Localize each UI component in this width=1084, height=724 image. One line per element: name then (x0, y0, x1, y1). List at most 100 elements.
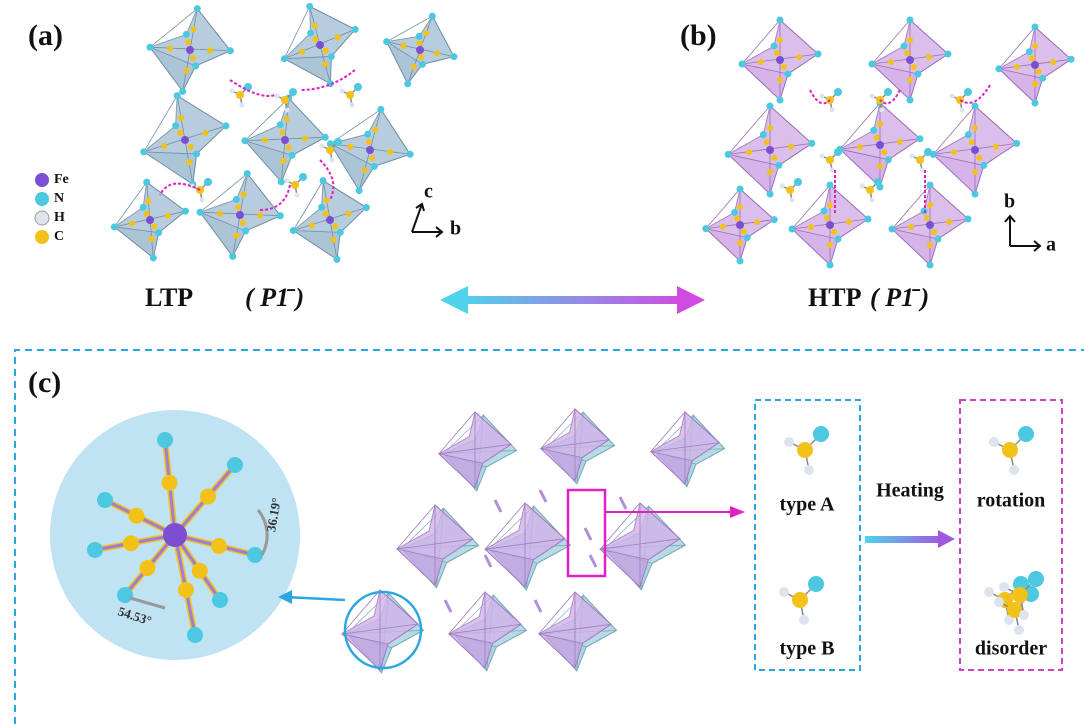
c-atom (183, 67, 190, 74)
c-atom (161, 142, 168, 149)
n-atom (971, 190, 979, 198)
angle-label: 36.19° (263, 497, 284, 534)
c-atom (416, 40, 423, 47)
htp-structure (702, 16, 1075, 269)
c-atom (827, 202, 833, 208)
n-atom (428, 12, 436, 20)
c-atom (758, 59, 764, 65)
molecule-stick (583, 527, 593, 541)
n-atom (140, 148, 148, 156)
fe-atom (971, 146, 979, 154)
n-atom (914, 70, 922, 78)
pointer-arrow (284, 595, 346, 602)
axis-label: c (424, 181, 433, 203)
c-atom (334, 34, 341, 41)
c-atom (311, 22, 318, 29)
c-atom (322, 47, 329, 54)
h-atom (239, 102, 245, 108)
h-atom (784, 437, 794, 447)
c-atom (308, 222, 315, 229)
n-atom (318, 203, 326, 211)
h-atom (274, 93, 280, 99)
c-atom (346, 91, 354, 99)
n-atom (326, 140, 334, 148)
c-atom (827, 242, 833, 248)
c-atom (826, 156, 834, 164)
octahedron (929, 102, 1021, 198)
c-atom (332, 223, 339, 230)
c-atom (737, 204, 743, 210)
c-atom (322, 61, 329, 68)
n-atom (354, 83, 362, 91)
n-atom (247, 547, 263, 563)
n-atom (964, 215, 972, 223)
c-atom (781, 64, 787, 70)
h-atom (909, 153, 915, 159)
c-atom (924, 215, 930, 221)
c-atom (177, 129, 184, 136)
octahedron (341, 589, 419, 671)
n-atom (362, 203, 370, 211)
fe-coordination (87, 432, 263, 643)
c-atom (202, 129, 209, 136)
n-atom (770, 42, 778, 50)
fe-atom (316, 41, 324, 49)
phase-label: HTP (808, 283, 862, 312)
octahedron (289, 177, 370, 263)
n-atom (971, 102, 979, 110)
octahedron (383, 12, 458, 88)
c-atom (763, 139, 770, 146)
c-atom (418, 54, 425, 61)
c-atom (166, 45, 173, 52)
molecules (779, 426, 1044, 635)
legend: Fe N H C (34, 172, 69, 244)
overlay-structure (341, 408, 726, 674)
n-atom (370, 162, 378, 170)
c-atom (200, 488, 216, 505)
space-group: ( P1̄ ) (870, 283, 929, 312)
n-atom (276, 212, 284, 220)
axis-indicator (1004, 214, 1042, 252)
n-atom (204, 178, 212, 186)
c-atom (927, 242, 933, 248)
c-atom (904, 50, 910, 56)
n-atom (770, 216, 778, 224)
n-atom (364, 130, 372, 138)
n-atom (404, 80, 412, 88)
h-atom (869, 93, 875, 99)
h-atom (799, 615, 809, 625)
c-atom (992, 143, 999, 150)
edge (438, 412, 512, 488)
type-label: type A (780, 494, 836, 516)
angle-arc (129, 596, 166, 610)
c-atom (161, 474, 178, 491)
n-atom (243, 170, 251, 178)
c-atom (754, 219, 761, 226)
molecule-stick (443, 599, 453, 613)
c-atom (877, 163, 883, 169)
c-atom (740, 228, 747, 235)
n-atom (826, 261, 834, 269)
octahedron (241, 94, 329, 186)
c-atom (216, 210, 223, 217)
c-atom (365, 139, 372, 146)
n-atom (826, 181, 834, 189)
n-atom (351, 25, 359, 33)
n-atom (87, 542, 103, 558)
molecule-stick (538, 489, 548, 503)
c-atom (1050, 59, 1057, 66)
h-atom (1004, 615, 1014, 625)
c-atom (866, 186, 874, 194)
c-atom (240, 191, 247, 198)
n-atom (336, 228, 344, 236)
n-atom (450, 53, 458, 61)
fe-atom (876, 141, 884, 149)
c-atom (326, 146, 334, 154)
c-atom (767, 125, 773, 131)
c-atom (233, 232, 240, 239)
c-atom (281, 96, 289, 104)
axis-label: b (450, 218, 461, 240)
fe-atom (416, 46, 424, 54)
legend-swatch (35, 192, 49, 206)
